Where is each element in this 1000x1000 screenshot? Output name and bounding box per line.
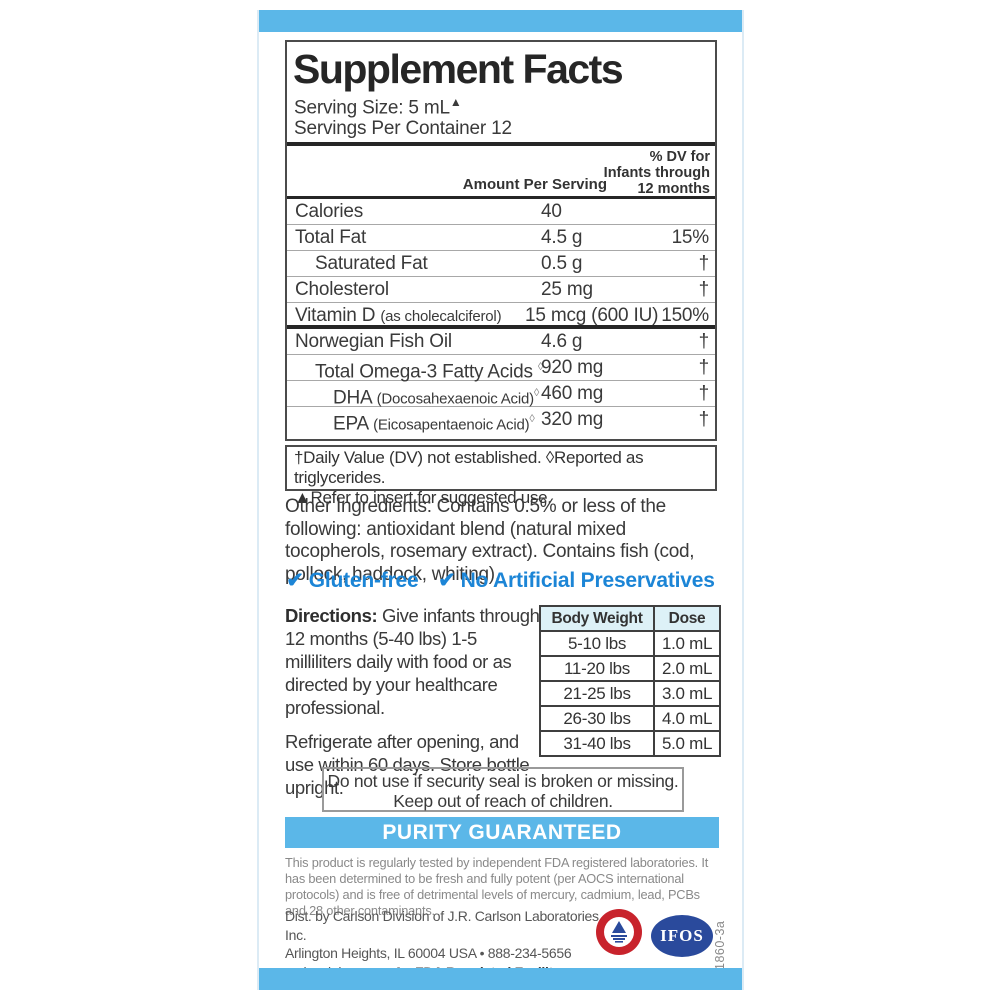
claim-badges: ✔ Gluten-free ✔ No Artificial Preservative… [259,568,742,593]
dose-row: 5-10 lbs 1.0 mL [538,630,721,657]
purity-banner: PURITY GUARANTEED [285,817,719,848]
distributor-line-2: Arlington Heights, IL 60004 USA • 888-23… [285,945,572,961]
warning-line-1: Do not use if security seal is broken or… [327,771,679,791]
footnote-line-1: †Daily Value (DV) not established. ◊Repo… [294,448,644,487]
supplement-facts-panel: Supplement Facts Serving Size: 5 mL▲ Ser… [285,40,717,441]
nutrient-row-fish-oil: Norwegian Fish Oil 4.6 g † [287,329,715,356]
warning-line-2: Keep out of reach of children. [393,791,613,811]
footnote-box: †Daily Value (DV) not established. ◊Repo… [285,445,717,507]
dose-row: 31-40 lbs 5.0 mL [538,730,721,757]
friend-of-the-sea-logo [595,908,643,956]
dose-row: 21-25 lbs 3.0 mL [538,680,721,707]
footnote-line-2: ▲Refer to insert for suggested use. [294,488,552,507]
divider-thick [287,142,715,147]
nutrient-row-saturated-fat: Saturated Fat 0.5 g † [287,251,715,278]
dose-table-header-row: Body Weight Dose [538,605,721,632]
amount-per-serving-header: Amount Per Serving [462,176,607,194]
servings-per-container: Servings Per Container 12 [294,118,512,140]
dose-row: 11-20 lbs 2.0 mL [538,655,721,682]
ifos-logo: IFOS [651,915,713,957]
item-code: 1860-3a [713,920,727,970]
dose-header: Dose [653,605,721,632]
facts-column-headers: Amount Per Serving % DV for Infants thro… [287,146,715,200]
panel-title: Supplement Facts [293,46,624,92]
top-blue-bar [259,10,742,32]
gluten-free-badge: ✔ Gluten-free [286,569,419,592]
nutrient-row-total-fat: Total Fat 4.5 g 15% [287,225,715,252]
friend-of-the-sea-icon [596,909,642,955]
dv-header: % DV for Infants through 12 months [603,149,710,198]
dose-table: Body Weight Dose 5-10 lbs 1.0 mL 11-20 lb… [538,605,721,757]
dose-row: 26-30 lbs 4.0 mL [538,705,721,732]
bottom-blue-bar [259,968,742,990]
triangle-mark: ▲ [449,95,462,109]
nutrient-row-cholesterol: Cholesterol 25 mg † [287,277,715,304]
nutrient-row-calories: Calories 40 [287,199,715,226]
security-warning-box: Do not use if security seal is broken or… [322,767,684,812]
nutrient-row-vitamin-d: Vitamin D (as cholecalciferol) 15 mcg (6… [287,303,715,330]
supplement-label: Supplement Facts Serving Size: 5 mL▲ Ser… [257,10,744,990]
directions-text: Directions: Give infants through 12 mont… [285,605,540,718]
check-icon: ✔ [438,569,456,592]
check-icon: ✔ [286,569,304,592]
storage-instructions: Refrigerate after opening, and use withi… [285,731,530,798]
no-preservatives-badge: ✔ No Artificial Preservatives [438,569,715,592]
nutrient-row-epa: EPA (Eicosapentaenoic Acid)◊ 320 mg † [333,409,709,435]
body-weight-header: Body Weight [538,605,656,632]
nutrient-row-dha: DHA (Docosahexaenoic Acid)◊ 460 mg † [287,381,715,409]
directions-block: Directions: Give infants through 12 mont… [285,604,541,799]
distributor-line-1: Dist. by Carlson Division of J.R. Carlso… [285,908,603,943]
directions-label: Directions: [285,605,378,626]
nutrient-row-omega3: Total Omega-3 Fatty Acids ◊ 920 mg † [287,355,715,383]
other-ingredients: Other Ingredients: Contains 0.5% or less… [285,496,695,585]
serving-size: Serving Size: 5 mL▲ [294,95,462,119]
quality-note: This product is regularly tested by inde… [285,855,709,918]
